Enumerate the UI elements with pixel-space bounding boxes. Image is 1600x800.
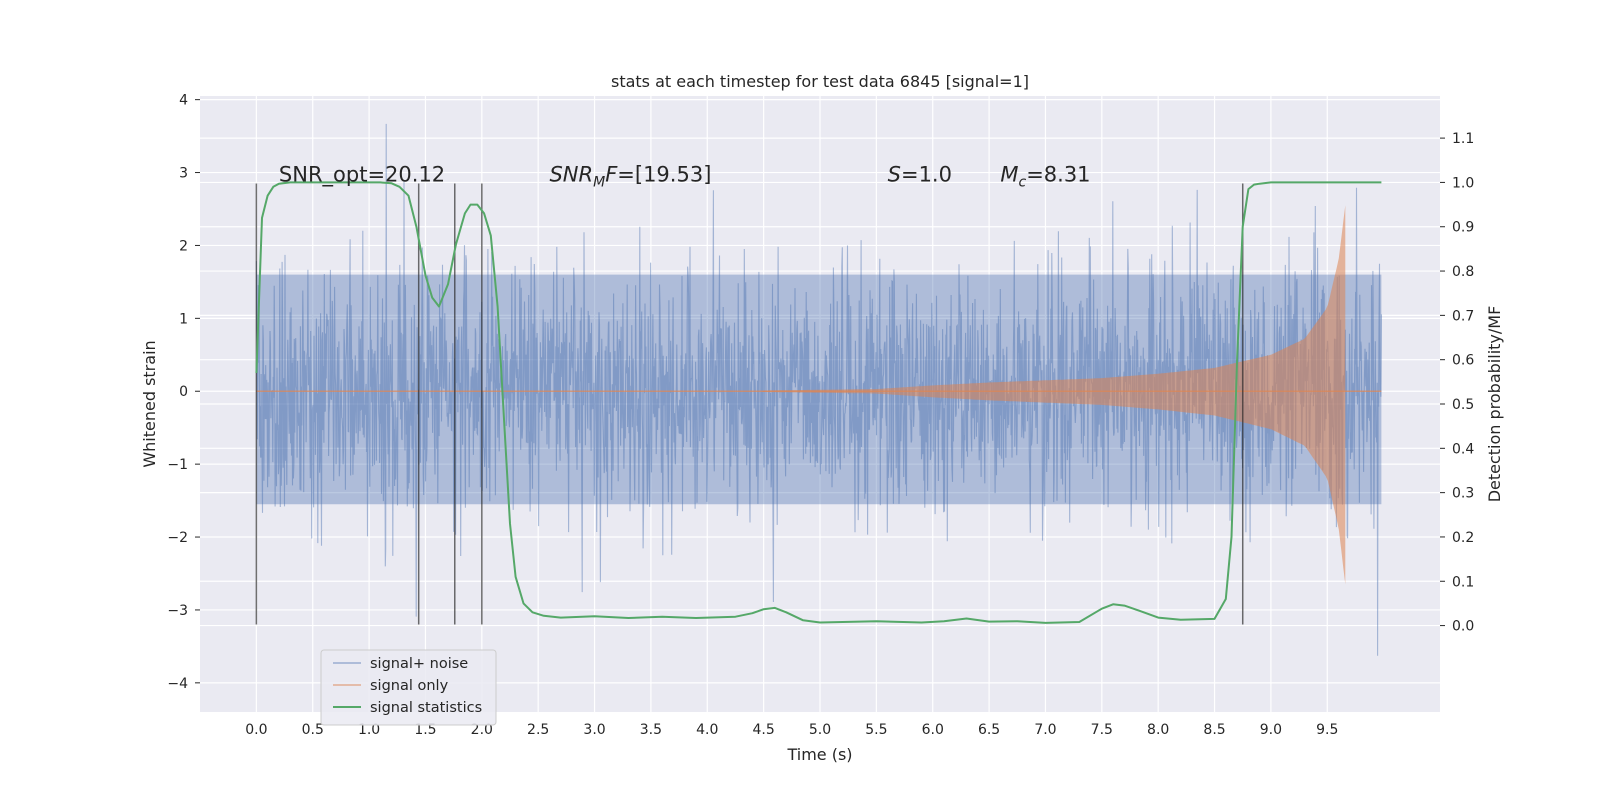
y2-tick-label: 0.1 xyxy=(1452,574,1474,590)
y-axis-label: Whitened strain xyxy=(140,340,159,467)
right-axis-ticks: 1.1 1.0 0.9 0.8 0.7 0.6 0.5 0.4 0.3 0.2 0.1 0.0 xyxy=(1440,131,1474,635)
annotation-s-value: S=1.0 xyxy=(888,162,952,186)
annotation-mc-value: Mc=8.31 xyxy=(1000,162,1090,190)
x-tick-label: 5.0 xyxy=(809,722,831,738)
signal-statistics-series xyxy=(255,181,1382,624)
y2-tick-label: 0.8 xyxy=(1452,264,1474,280)
x-tick-label: 4.0 xyxy=(696,722,718,738)
x-axis-label: Time (s) xyxy=(786,745,852,764)
y-tick-label: 3 xyxy=(179,166,188,182)
x-tick-label: 5.5 xyxy=(865,722,887,738)
annotation-snr-opt: SNR_opt=20.12 xyxy=(279,162,445,187)
legend-box xyxy=(320,649,497,726)
x-tick-label: 8.5 xyxy=(1203,722,1225,738)
x-tick-label: 9.0 xyxy=(1260,722,1282,738)
x-tick-label: 2.0 xyxy=(471,722,493,738)
y2-tick-label: 0.5 xyxy=(1452,397,1474,413)
y-tick-label: −4 xyxy=(167,676,188,692)
x-tick-label: 7.5 xyxy=(1091,722,1113,738)
legend-label-signal-statistics: signal statistics xyxy=(370,700,482,716)
y-tick-label: 4 xyxy=(179,93,188,109)
y-tick-label: −3 xyxy=(167,603,188,619)
y-tick-label: 1 xyxy=(179,311,188,327)
y2-tick-label: 0.6 xyxy=(1452,353,1474,369)
y-tick-label: −1 xyxy=(167,457,188,473)
y-tick-label: −2 xyxy=(167,530,188,546)
signal-statistics-line xyxy=(255,181,1382,624)
x-tick-label: 8.0 xyxy=(1147,722,1169,738)
x-tick-label: 1.5 xyxy=(414,722,436,738)
y2-tick-label: 0.2 xyxy=(1452,530,1474,546)
x-tick-label: 2.5 xyxy=(527,722,549,738)
x-tick-label: 7.0 xyxy=(1034,722,1056,738)
annotations: SNR_opt=20.12 SNRMF=[19.53] S=1.0 Mc=8.3… xyxy=(279,162,1091,190)
signal-only-envelope xyxy=(256,205,1346,585)
x-tick-label: 4.5 xyxy=(753,722,775,738)
detection-markers xyxy=(255,183,1244,625)
x-tick-label: 6.5 xyxy=(978,722,1000,738)
annotation-snr-mf: SNRMF=[19.53] xyxy=(549,162,711,190)
y2-tick-label: 0.7 xyxy=(1452,308,1474,324)
x-tick-label: 6.0 xyxy=(922,722,944,738)
y-axis-ticks: 4 3 2 1 0 −1 −2 −3 −4 xyxy=(167,93,200,692)
legend-label-signal-only: signal only xyxy=(370,678,449,694)
x-tick-label: 0.5 xyxy=(302,722,324,738)
x-tick-label: 9.5 xyxy=(1316,722,1338,738)
y-tick-label: 0 xyxy=(179,384,188,400)
y2-tick-label: 0.0 xyxy=(1452,619,1474,635)
y2-tick-label: 0.4 xyxy=(1452,441,1474,457)
legend: signal+ noise signal only signal statist… xyxy=(320,649,497,726)
y2-tick-label: 0.3 xyxy=(1452,486,1474,502)
signal-only-series xyxy=(256,205,1382,585)
right-axis-label: Detection probability/MF xyxy=(1485,306,1504,503)
y-tick-label: 2 xyxy=(179,238,188,254)
x-tick-label: 1.0 xyxy=(358,722,380,738)
x-axis-ticks: 0.0 0.5 1.0 1.5 2.0 2.5 3.0 3.5 4.0 4.5 5.0 5.5 6.0 6… xyxy=(245,722,1338,738)
y2-tick-label: 0.9 xyxy=(1452,220,1474,236)
chart-title: stats at each timestep for test data 684… xyxy=(611,72,1029,91)
x-tick-label: 3.0 xyxy=(583,722,605,738)
y2-tick-label: 1.1 xyxy=(1452,131,1474,147)
x-tick-label: 0.0 xyxy=(245,722,267,738)
snr-mf-value: =[19.53] xyxy=(617,162,711,186)
y2-tick-label: 1.0 xyxy=(1452,175,1474,191)
legend-label-signal-noise: signal+ noise xyxy=(370,656,468,672)
x-tick-label: 3.5 xyxy=(640,722,662,738)
